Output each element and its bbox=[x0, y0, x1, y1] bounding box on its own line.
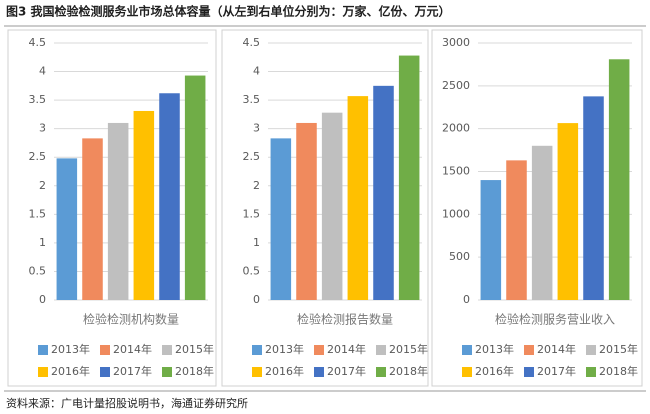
panel-frame bbox=[221, 29, 429, 387]
legend-label: 2015年 bbox=[599, 342, 638, 356]
panel-frame bbox=[7, 29, 217, 387]
y-tick-label: 0 bbox=[39, 293, 46, 306]
legend-swatch bbox=[100, 367, 110, 377]
legend-label: 2016年 bbox=[475, 364, 514, 378]
figure-title: 图3 我国检验检测服务业市场总体容量（从左到右单位分别为：万家、亿份、万元） bbox=[6, 4, 451, 19]
bar bbox=[531, 145, 553, 300]
y-tick-label: 2.5 bbox=[29, 150, 47, 163]
legend-label: 2015年 bbox=[175, 342, 214, 356]
legend-swatch bbox=[162, 345, 172, 355]
bar bbox=[184, 75, 206, 300]
y-tick-label: 1 bbox=[39, 236, 46, 249]
y-tick-label: 500 bbox=[449, 250, 470, 263]
source-note: 资料来源：广电计量招股说明书，海通证券研究所 bbox=[6, 396, 248, 410]
y-tick-label: 1.5 bbox=[29, 207, 47, 220]
bar bbox=[133, 110, 155, 300]
y-tick-label: 1 bbox=[253, 236, 260, 249]
y-tick-label: 3.5 bbox=[29, 93, 47, 106]
y-tick-label: 0 bbox=[463, 293, 470, 306]
legend-swatch bbox=[252, 367, 262, 377]
legend-swatch bbox=[314, 345, 324, 355]
y-tick-label: 3.5 bbox=[243, 93, 261, 106]
y-tick-label: 2500 bbox=[442, 79, 470, 92]
legend-label: 2017年 bbox=[327, 364, 366, 378]
legend-swatch bbox=[462, 367, 472, 377]
bar bbox=[56, 158, 78, 300]
bar bbox=[296, 122, 317, 300]
bar bbox=[506, 160, 527, 300]
legend-swatch bbox=[100, 345, 110, 355]
legend-label: 2014年 bbox=[113, 342, 152, 356]
legend-label: 2018年 bbox=[599, 364, 638, 378]
y-tick-label: 4.5 bbox=[29, 36, 47, 49]
y-tick-label: 0.5 bbox=[243, 264, 261, 277]
legend-swatch bbox=[314, 367, 324, 377]
bar bbox=[583, 96, 604, 300]
bar bbox=[557, 123, 579, 301]
y-tick-label: 1.5 bbox=[243, 207, 261, 220]
bar bbox=[321, 112, 343, 300]
legend-label: 2017年 bbox=[113, 364, 152, 378]
legend-label: 2016年 bbox=[265, 364, 304, 378]
axis-title: 检验检测服务营业收入 bbox=[495, 312, 615, 327]
y-tick-label: 2 bbox=[39, 179, 46, 192]
axis-title: 检验检测报告数量 bbox=[297, 312, 393, 327]
legend-swatch bbox=[38, 367, 48, 377]
bar bbox=[107, 122, 129, 300]
bar bbox=[270, 138, 292, 300]
y-tick-label: 4 bbox=[253, 65, 260, 78]
y-tick-label: 3000 bbox=[442, 36, 470, 49]
bar bbox=[480, 180, 502, 300]
legend-swatch bbox=[462, 345, 472, 355]
legend-label: 2015年 bbox=[389, 342, 428, 356]
bar bbox=[159, 93, 180, 300]
legend-swatch bbox=[162, 367, 172, 377]
legend-swatch bbox=[376, 367, 386, 377]
legend-swatch bbox=[524, 345, 534, 355]
y-tick-label: 4 bbox=[39, 65, 46, 78]
bar bbox=[82, 138, 103, 300]
y-tick-label: 4.5 bbox=[243, 36, 261, 49]
y-tick-label: 2000 bbox=[442, 122, 470, 135]
legend-label: 2018年 bbox=[175, 364, 214, 378]
y-tick-label: 3 bbox=[39, 122, 46, 135]
legend-swatch bbox=[586, 367, 596, 377]
legend-label: 2013年 bbox=[265, 342, 304, 356]
bar bbox=[347, 96, 369, 300]
legend-swatch bbox=[252, 345, 262, 355]
bar bbox=[608, 59, 630, 300]
y-tick-label: 1500 bbox=[442, 165, 470, 178]
y-tick-label: 3 bbox=[253, 122, 260, 135]
y-tick-label: 0 bbox=[253, 293, 260, 306]
panel-frame bbox=[431, 29, 643, 387]
y-tick-label: 0.5 bbox=[29, 264, 47, 277]
legend-swatch bbox=[376, 345, 386, 355]
y-tick-label: 1000 bbox=[442, 207, 470, 220]
bar bbox=[373, 85, 394, 300]
axis-title: 检验检测机构数量 bbox=[83, 312, 179, 327]
legend-label: 2018年 bbox=[389, 364, 428, 378]
legend-label: 2016年 bbox=[51, 364, 90, 378]
legend-swatch bbox=[586, 345, 596, 355]
y-tick-label: 2.5 bbox=[243, 150, 261, 163]
legend-label: 2014年 bbox=[327, 342, 366, 356]
legend-swatch bbox=[38, 345, 48, 355]
legend-label: 2017年 bbox=[537, 364, 576, 378]
y-tick-label: 2 bbox=[253, 179, 260, 192]
bar bbox=[398, 55, 420, 300]
legend-label: 2014年 bbox=[537, 342, 576, 356]
legend-label: 2013年 bbox=[475, 342, 514, 356]
legend-label: 2013年 bbox=[51, 342, 90, 356]
legend-swatch bbox=[524, 367, 534, 377]
